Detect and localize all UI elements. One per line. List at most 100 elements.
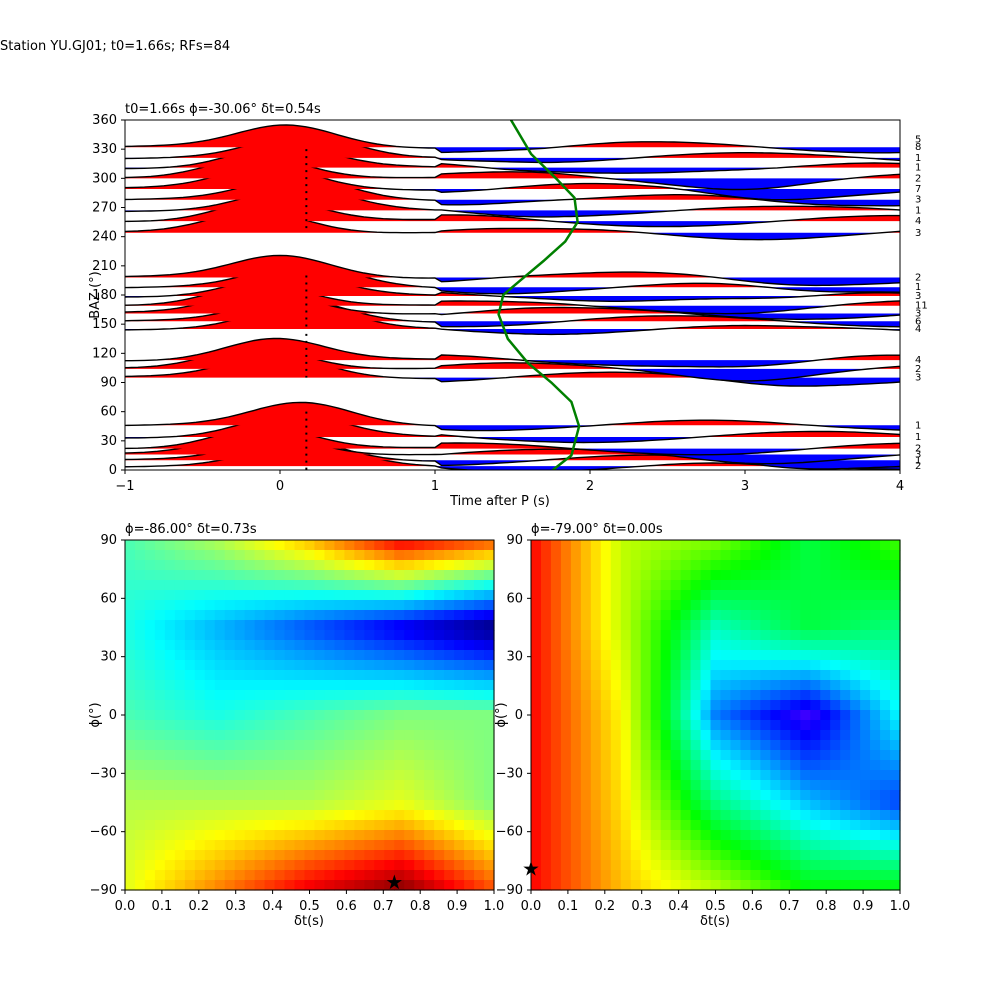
grid-right-cell (760, 820, 771, 831)
grid-left-cell (404, 620, 415, 631)
grid-left-cell (474, 770, 485, 781)
rf-positive-fill (125, 124, 900, 148)
grid-right-cell (830, 680, 841, 691)
grid-right-cell (590, 590, 602, 601)
grid-left-cell (464, 700, 475, 711)
grid-right-cell (550, 600, 562, 611)
grid-right-cell (870, 590, 881, 601)
grid-left-cell (414, 650, 425, 661)
grid-left-cell (254, 790, 266, 801)
grid-left-cell (374, 670, 385, 681)
grid-right-cell (680, 870, 692, 881)
grid-right-cell (680, 760, 692, 771)
rf-positive-fill (125, 211, 900, 233)
grid-right-cell (630, 860, 642, 871)
rf-negative-fill (125, 277, 900, 286)
grid-right-cell (750, 550, 761, 561)
grid-right-cell (531, 600, 542, 611)
grid-right-cell (720, 590, 732, 601)
grid-left-cell (484, 590, 495, 601)
grid-right-cell (860, 840, 871, 851)
grid-right-cell (840, 570, 851, 581)
grid-right-cell (630, 740, 642, 751)
grid-left-cell (284, 880, 296, 891)
grid-right-cell (630, 820, 642, 831)
grid-left-cell (374, 800, 385, 811)
grid-right-cell (740, 760, 751, 771)
grid-left-cell (364, 780, 375, 791)
grid-right-cell (690, 880, 702, 891)
grid-right-cell (850, 740, 861, 751)
grid-right-cell (550, 790, 562, 801)
grid-right-cell (760, 870, 771, 881)
grid-right-cell (670, 880, 682, 891)
grid-right-cell (710, 660, 722, 671)
grid-left-cell (344, 620, 355, 631)
grid-left-cell (444, 730, 455, 741)
grid-right-cell (860, 680, 871, 691)
grid-right-cell (720, 600, 732, 611)
grid-left-cell (274, 790, 286, 801)
grid-left-cell (244, 700, 256, 711)
grid-right-cell (820, 860, 831, 871)
grid-left-cell (164, 730, 176, 741)
grid-left-cell (214, 780, 226, 791)
grid-right-cell (700, 550, 712, 561)
grid-right-cell (540, 830, 552, 841)
grid-right-cell (720, 800, 732, 811)
grid-left-cell (334, 640, 345, 651)
grid-left-cell (254, 750, 266, 761)
grid-right-cell (640, 620, 652, 631)
grid-right-cell (750, 770, 761, 781)
grid-left-cell (314, 830, 326, 841)
grid-right-cell (680, 690, 692, 701)
grid-left-cell (254, 540, 266, 551)
rf-negative-fill (125, 167, 900, 174)
grid-left-cell (414, 640, 425, 651)
grid-left-cell (244, 730, 256, 741)
grid-left-cell (434, 550, 445, 561)
grid-right-axes: 0.0 0.1 0.2 0.3 0.4 0.5 0.6 0.7 0.8 0.9 1.0−90−60−… (496, 533, 911, 914)
grid-left-cell (154, 770, 166, 781)
grid-right-cell (660, 630, 672, 641)
grid-right-cell (590, 690, 602, 701)
grid-right-cell (800, 670, 811, 681)
grid-left-cell (314, 620, 326, 631)
grid-right-cell (890, 830, 901, 841)
grid-right-cell (780, 840, 791, 851)
grid-right-cell (860, 880, 871, 891)
grid-left-cell (254, 600, 266, 611)
grid-left-cell (254, 620, 266, 631)
grid-left-cell (244, 830, 256, 841)
rf-count-label: 7 (915, 184, 921, 195)
grid-left-cell (204, 640, 216, 651)
grid-left-cell (334, 840, 345, 851)
grid-right-cell (700, 780, 712, 791)
grid-right-y-tick-label: 60 (506, 591, 523, 606)
grid-left-cell (324, 750, 336, 761)
grid-right-cell (600, 860, 612, 871)
grid-right-cell (620, 820, 632, 831)
grid-right-cell (650, 710, 662, 721)
grid-left-cell (254, 830, 266, 841)
grid-right-cell (710, 670, 722, 681)
grid-left-cell (184, 740, 196, 751)
grid-left-cell (474, 780, 485, 791)
grid-right-cell (870, 560, 881, 571)
grid-left-cell (464, 760, 475, 771)
grid-left-cell (204, 830, 216, 841)
grid-right-cell (790, 690, 801, 701)
grid-left-cell (414, 730, 425, 741)
grid-left-cell (234, 870, 246, 881)
grid-left-cell (125, 650, 136, 661)
grid-left-cell (294, 770, 306, 781)
grid-left-cell (154, 830, 166, 841)
grid-left-cell (224, 650, 236, 661)
grid-right-cell (640, 580, 652, 591)
grid-right-cell (710, 800, 722, 811)
grid-left-cell (184, 640, 196, 651)
grid-left-cell (194, 660, 206, 671)
grid-right-cell (640, 550, 652, 561)
grid-right-cell (531, 820, 542, 831)
grid-right-cell (680, 540, 692, 551)
